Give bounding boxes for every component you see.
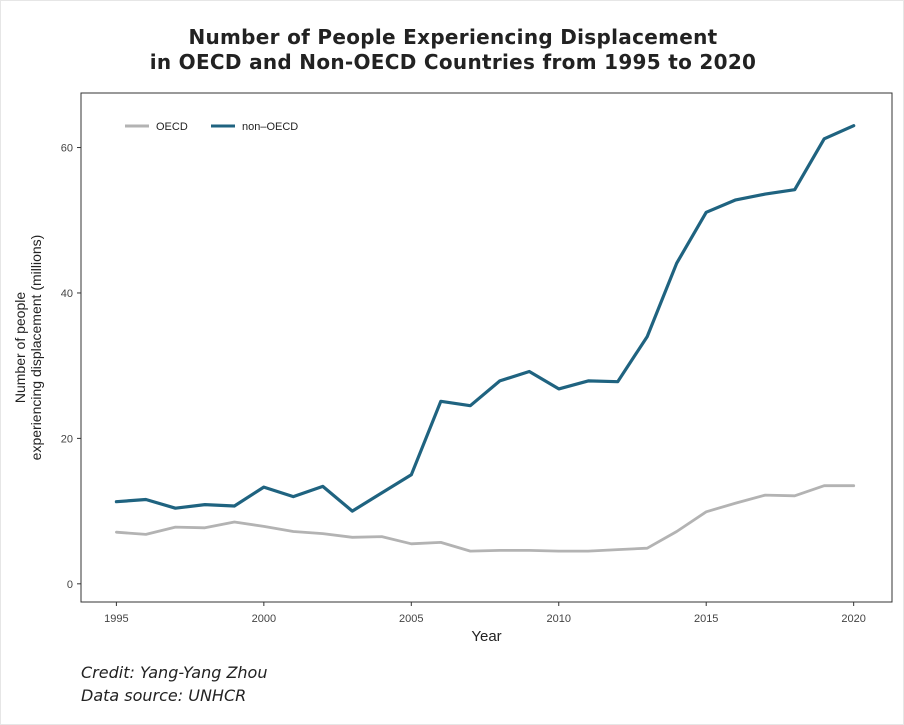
y-tick-label: 60 [61,143,73,155]
y-axis-label: Number of people experiencing displacemen… [12,235,44,461]
x-tick-label: 1995 [104,613,128,625]
x-axis: 1995 2000 2005 2010 2015 2020 [104,602,866,625]
plot-panel [80,92,893,603]
x-tick-label: 2005 [399,613,423,625]
x-tick-label: 2000 [252,613,276,625]
credit-text: Credit: Yang-Yang Zhou [81,663,268,682]
chart-title-line-2: in OECD and Non-OECD Countries from 1995… [149,50,757,74]
y-tick-label: 40 [61,288,73,300]
x-tick-label: 2015 [694,613,718,625]
legend-label-non-oecd: non–OECD [242,121,298,133]
legend-label-oecd: OECD [156,121,188,133]
data-source-text: Data source: UNHCR [81,686,247,705]
series-lines [114,124,856,553]
line-chart: 0 20 40 60 1995 2000 2005 2010 2015 2020 OECD non… [12,92,893,645]
x-tick-label: 2020 [841,613,865,625]
y-axis-label-line: Number of people [12,292,28,404]
y-tick-label: 20 [61,433,73,445]
y-axis-label-line: experiencing displacement (millions) [28,235,44,461]
y-tick-label: 0 [67,579,73,591]
x-tick-label: 2010 [547,613,571,625]
x-axis-label: Year [471,628,501,645]
series-line-oecd [115,484,856,553]
legend: OECD non–OECD [125,121,298,133]
series-line-non-oecd [114,124,856,513]
y-axis: 0 20 40 60 [61,143,81,591]
chart-title-line-1: Number of People Experiencing Displaceme… [188,25,718,49]
